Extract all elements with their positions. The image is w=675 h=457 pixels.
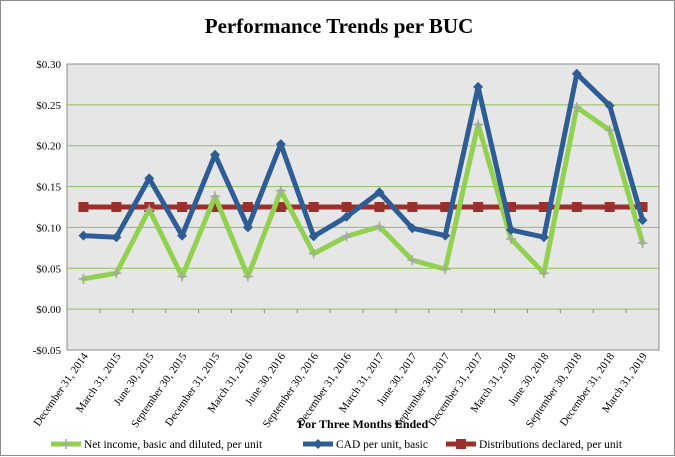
data-point [78, 202, 89, 212]
data-point [210, 149, 220, 160]
legend-item: Net income, basic and diluted, per unit [51, 439, 263, 451]
legend-label: CAD per unit, basic [336, 439, 428, 451]
data-point [604, 202, 615, 212]
series-line [80, 104, 646, 282]
gridlines [66, 63, 660, 351]
data-point [275, 139, 286, 150]
data-point [473, 81, 484, 92]
series-1 [78, 68, 648, 243]
plot-border [66, 63, 660, 351]
data-point [506, 233, 516, 244]
data-point [144, 204, 155, 215]
data-point [440, 202, 451, 212]
data-point [341, 231, 352, 242]
data-point [275, 202, 286, 212]
series-line [80, 71, 646, 240]
legend-label: Distributions declared, per unit [479, 439, 623, 451]
legend-label: Net income, basic and diluted, per unit [84, 439, 263, 451]
y-tick-label: $0.10 [36, 222, 61, 234]
data-point [374, 187, 385, 198]
y-tick-label: $0.05 [36, 263, 61, 275]
y-tick-label: $0.20 [36, 141, 61, 153]
data-point [210, 202, 220, 212]
legend-item: CAD per unit, basic [303, 439, 428, 451]
data-point [506, 224, 516, 235]
y-tick-label: -$0.05 [33, 345, 62, 357]
data-point [571, 68, 582, 79]
legend-item: Distributions declared, per unit [446, 439, 623, 451]
data-point [242, 202, 253, 212]
data-point [604, 125, 615, 136]
data-point [374, 202, 385, 212]
data-point [78, 230, 89, 241]
data-point [440, 264, 451, 275]
y-axis-ticks: -$0.05 $0.00 $0.05 $0.10 $0.15 $0.20 $0.25 $0.3… [33, 59, 62, 357]
data-point [111, 232, 122, 243]
data-point [571, 102, 582, 113]
data-point [308, 202, 319, 212]
data-point [308, 248, 319, 259]
y-tick-label: $0.30 [36, 59, 61, 71]
data-point [440, 230, 451, 241]
data-point [506, 202, 516, 212]
legend-marker [61, 439, 71, 449]
data-point [637, 237, 648, 248]
legend-marker [313, 439, 323, 449]
data-point [341, 202, 352, 212]
y-tick-label: $0.15 [36, 182, 61, 194]
legend-marker [456, 439, 466, 449]
data-point [473, 202, 484, 212]
data-point [637, 202, 648, 212]
data-point [177, 271, 188, 282]
data-point [604, 100, 615, 111]
legend: Net income, basic and diluted, per unit C… [51, 439, 623, 451]
data-point [144, 173, 155, 184]
x-axis-title: For Three Months Ended [298, 417, 429, 431]
data-point [341, 211, 352, 222]
data-point [407, 255, 418, 266]
data-point [374, 221, 385, 232]
series-0 [78, 102, 648, 284]
data-point [78, 273, 89, 284]
data-point [242, 222, 253, 233]
data-point [111, 202, 122, 212]
data-point [538, 232, 549, 243]
data-point [538, 268, 549, 279]
data-point [177, 202, 188, 212]
data-point [210, 191, 220, 202]
data-point [242, 271, 253, 282]
data-point [407, 223, 418, 234]
data-point [571, 202, 582, 212]
data-point [473, 119, 484, 130]
y-tick-label: $0.25 [36, 100, 61, 112]
x-tick-label: December 31, 2014 [31, 350, 91, 428]
data-point [637, 215, 648, 226]
data-point [111, 268, 122, 279]
data-point [275, 185, 286, 196]
data-point [308, 231, 319, 242]
data-point [177, 230, 188, 241]
y-tick-label: $0.00 [36, 304, 61, 316]
data-point [407, 202, 418, 212]
data-point [538, 202, 549, 212]
series-layer [78, 68, 648, 284]
chart-title: Performance Trends per BUC [205, 14, 474, 38]
